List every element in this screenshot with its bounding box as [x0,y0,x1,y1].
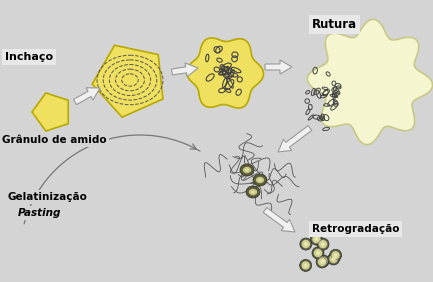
Ellipse shape [253,174,267,186]
Circle shape [313,248,323,257]
Text: Retrogradação: Retrogradação [312,224,400,234]
Polygon shape [74,88,100,105]
Circle shape [314,237,318,241]
Text: Pasting: Pasting [18,208,61,218]
Circle shape [312,235,321,244]
Circle shape [331,251,340,260]
Circle shape [304,242,308,246]
Circle shape [300,259,312,271]
Circle shape [317,255,330,267]
Circle shape [327,253,339,265]
Circle shape [321,242,325,246]
Polygon shape [32,93,68,131]
Circle shape [319,240,327,249]
Circle shape [310,233,323,245]
Polygon shape [307,19,433,145]
Circle shape [316,251,320,255]
Ellipse shape [251,191,255,193]
Circle shape [301,261,310,270]
Polygon shape [265,60,292,74]
Circle shape [321,259,325,263]
Circle shape [304,263,308,267]
Ellipse shape [249,188,258,195]
Circle shape [301,239,310,248]
Ellipse shape [258,179,262,182]
Ellipse shape [255,177,265,184]
Polygon shape [278,125,312,152]
Circle shape [300,238,312,250]
Circle shape [330,249,342,261]
Circle shape [317,238,329,250]
Text: Gelatinização: Gelatinização [8,192,88,202]
Circle shape [320,260,324,264]
Circle shape [312,247,324,259]
Text: Rutura: Rutura [312,18,357,31]
Polygon shape [187,38,264,108]
Circle shape [319,256,328,265]
Polygon shape [171,63,198,77]
Polygon shape [92,45,163,117]
Circle shape [316,256,328,268]
Ellipse shape [246,186,260,198]
Ellipse shape [240,164,254,176]
Text: Inchaço: Inchaço [5,52,53,62]
Circle shape [332,257,336,261]
Circle shape [317,257,326,266]
Ellipse shape [245,169,249,171]
Circle shape [329,254,338,263]
Polygon shape [263,208,295,232]
Circle shape [333,253,338,257]
Ellipse shape [242,166,252,173]
Text: Grânulo de amido: Grânulo de amido [2,135,107,145]
